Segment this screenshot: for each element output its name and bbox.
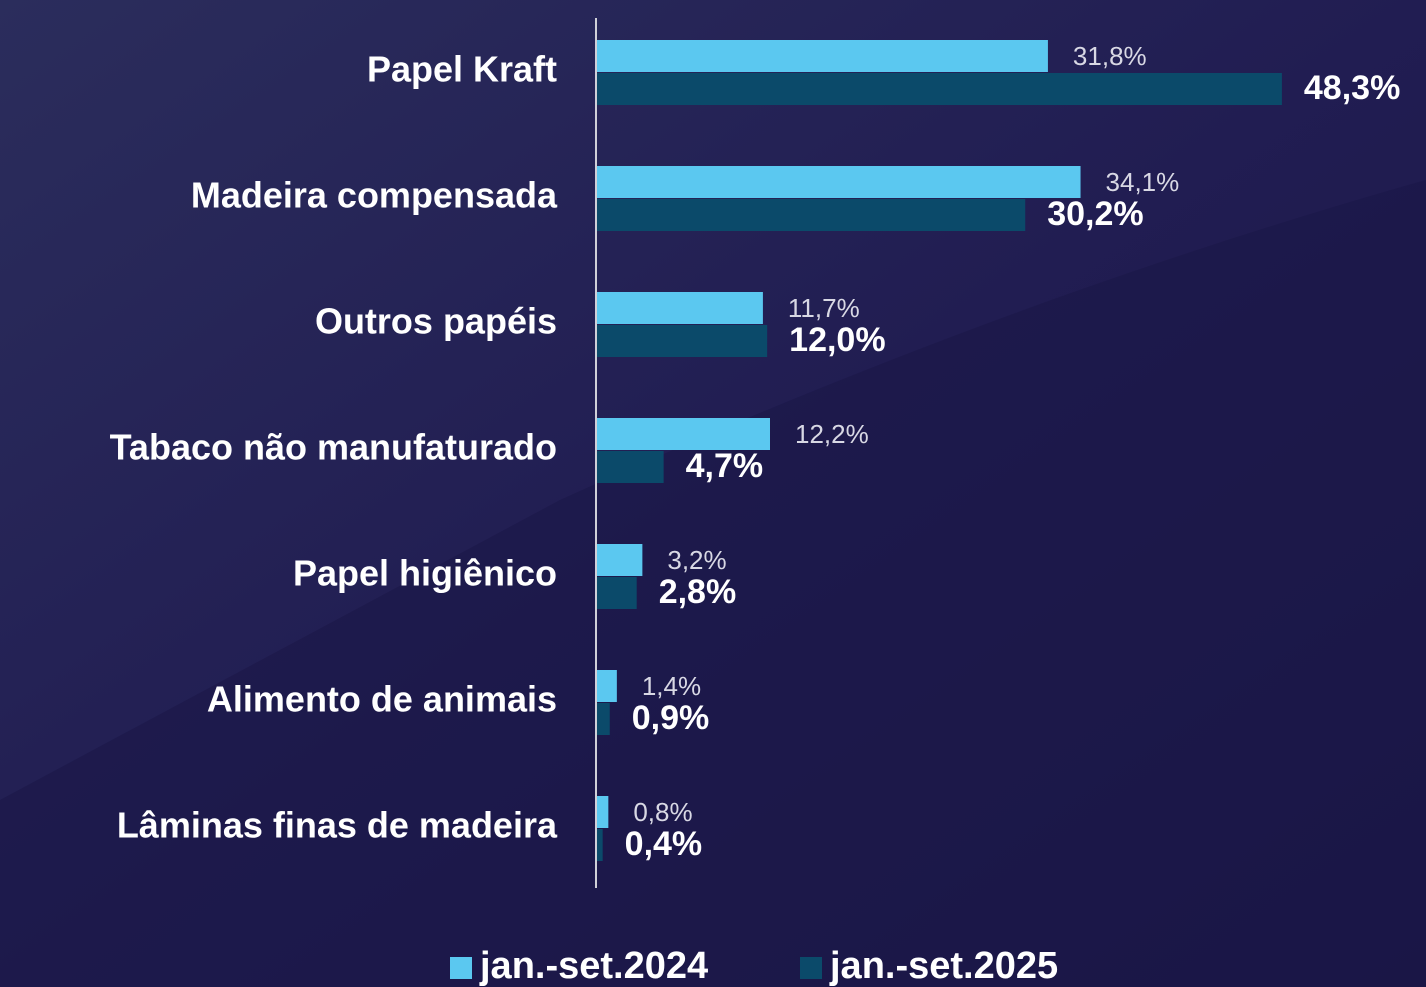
page: Papel Kraft 31,8% 48,3% Madeira compensada 3… (0, 0, 1426, 987)
bar (597, 829, 603, 861)
legend-label: jan.-set.2025 (829, 945, 1058, 987)
value-label: 0,4% (625, 825, 703, 863)
value-label: 0,9% (632, 699, 710, 737)
legend-label: jan.-set.2024 (479, 945, 708, 987)
bar (597, 166, 1081, 198)
bar (597, 40, 1048, 72)
value-label: 30,2% (1047, 195, 1143, 233)
legend-swatch (800, 957, 822, 979)
value-label: 0,8% (633, 797, 692, 827)
bar (597, 292, 763, 324)
category-label: Tabaco não manufaturado (110, 427, 557, 468)
bar (597, 73, 1282, 105)
category-label: Alimento de animais (207, 679, 557, 720)
category-label: Outros papéis (315, 301, 557, 342)
bar (597, 199, 1025, 231)
value-label: 3,2% (667, 545, 726, 575)
value-label: 2,8% (659, 573, 737, 611)
category-label: Papel higiênico (293, 553, 557, 594)
value-label: 12,2% (795, 419, 869, 449)
bar (597, 325, 767, 357)
bar (597, 703, 610, 735)
value-label: 1,4% (642, 671, 701, 701)
value-label: 31,8% (1073, 41, 1147, 71)
value-label: 11,7% (788, 293, 860, 323)
chart: Papel Kraft 31,8% 48,3% Madeira compensada 3… (0, 0, 1426, 987)
bar (597, 577, 637, 609)
bar (597, 544, 642, 576)
value-label: 12,0% (789, 321, 885, 359)
value-label: 48,3% (1304, 69, 1400, 107)
value-label: 34,1% (1106, 167, 1180, 197)
bar (597, 451, 664, 483)
bar (597, 670, 617, 702)
category-label: Papel Kraft (367, 49, 557, 90)
bar (597, 796, 608, 828)
bar (597, 418, 770, 450)
legend-swatch (450, 957, 472, 979)
category-label: Madeira compensada (191, 175, 558, 216)
category-label: Lâminas finas de madeira (117, 805, 558, 846)
value-label: 4,7% (686, 447, 764, 485)
